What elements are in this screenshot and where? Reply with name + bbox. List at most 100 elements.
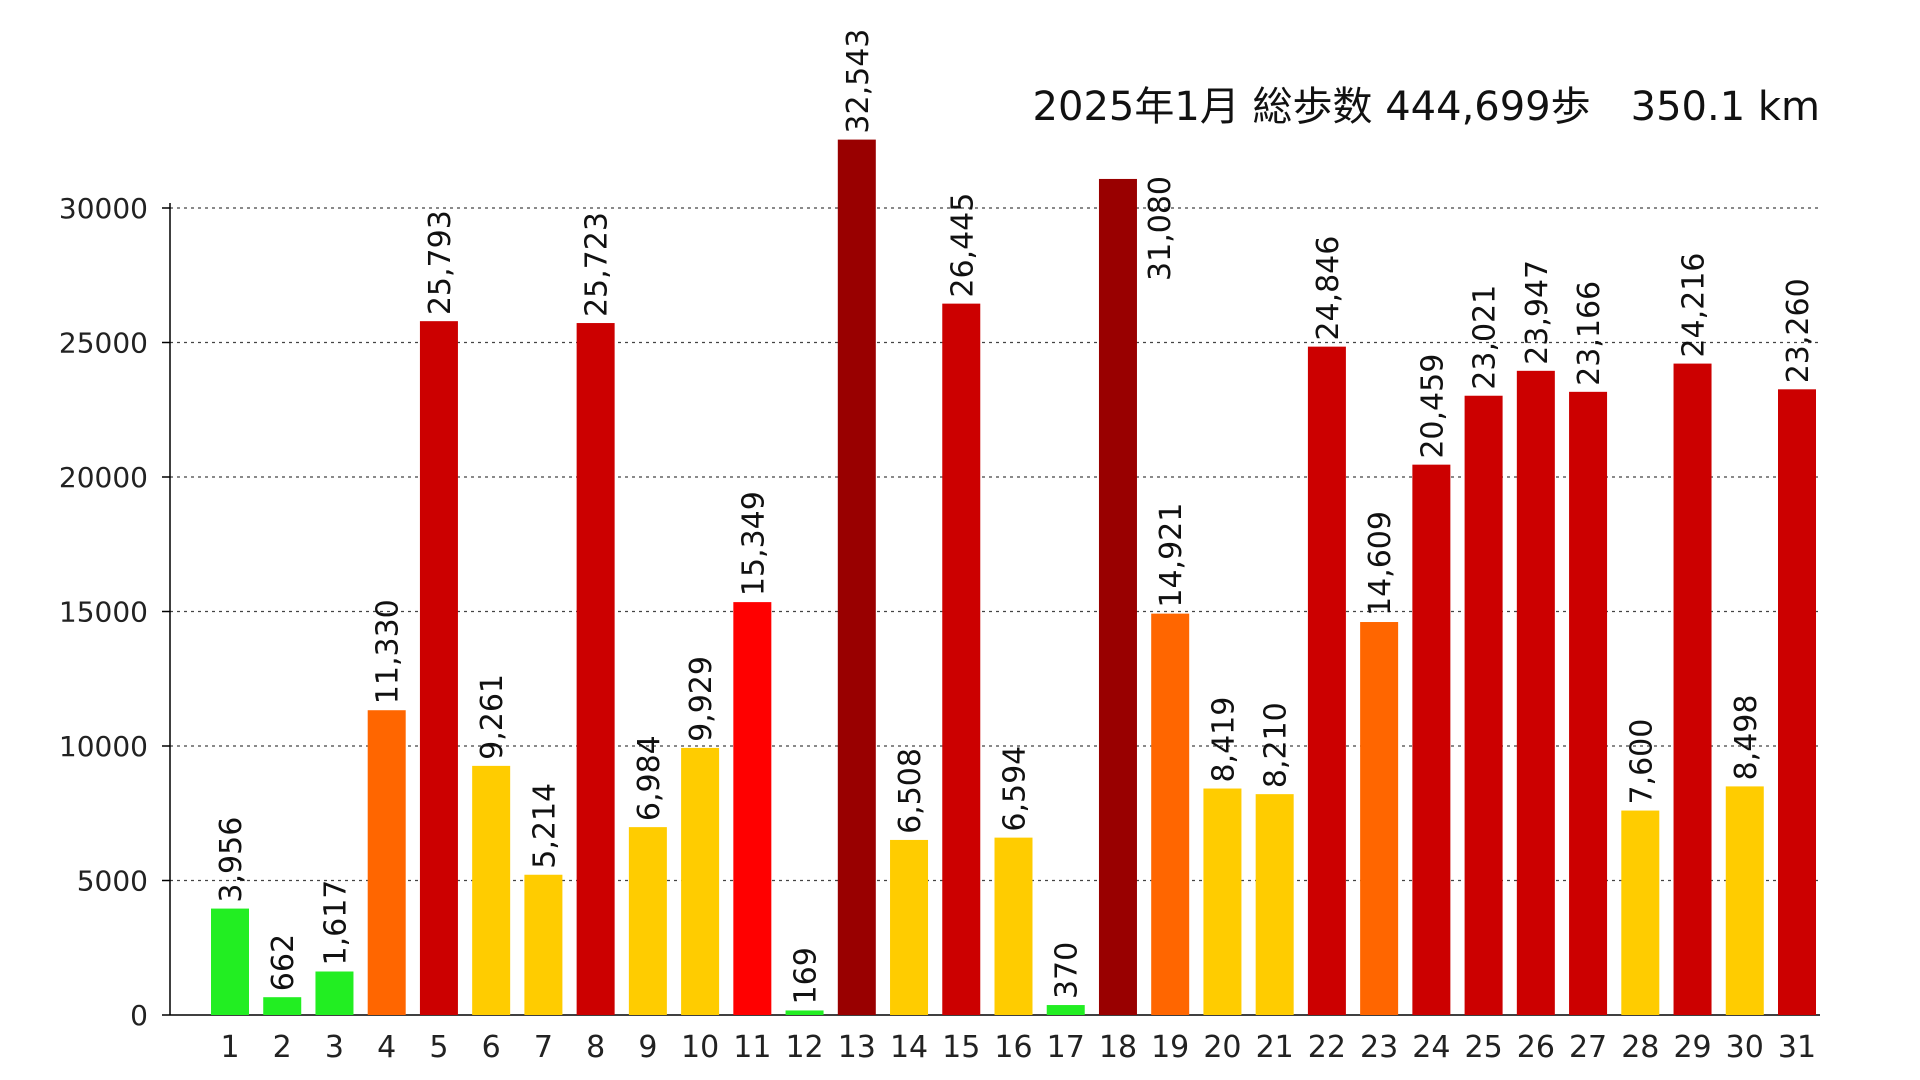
x-tick-label: 9	[638, 1030, 657, 1065]
x-tick-label: 24	[1412, 1030, 1450, 1065]
x-tick-label: 17	[1047, 1030, 1085, 1065]
x-tick-label: 19	[1151, 1030, 1189, 1065]
bar-day-8	[576, 323, 615, 1016]
data-label-day-14: 6,508	[893, 748, 928, 834]
data-label-day-9: 6,984	[632, 735, 667, 821]
y-tick-label: 10000	[59, 730, 148, 763]
bar-day-9	[628, 827, 667, 1015]
data-label-day-30: 8,498	[1729, 695, 1764, 781]
data-label-day-29: 24,216	[1677, 253, 1712, 358]
x-tick-label: 27	[1569, 1030, 1607, 1065]
x-tick-label: 25	[1465, 1030, 1503, 1065]
data-label-day-31: 23,260	[1781, 278, 1816, 383]
bar-day-7	[524, 874, 563, 1015]
bar-day-11	[733, 602, 772, 1015]
y-tick-label: 15000	[59, 596, 148, 629]
x-tick-label: 15	[942, 1030, 980, 1065]
x-tick-label: 21	[1256, 1030, 1294, 1065]
y-tick-label: 0	[130, 999, 148, 1032]
chart-title: 2025年1月 総歩数 444,699歩 350.1 km	[1033, 84, 1820, 130]
x-tick-label: 22	[1308, 1030, 1346, 1065]
x-tick-label: 5	[429, 1030, 448, 1065]
bar-day-13	[837, 139, 876, 1015]
x-tick-label: 29	[1673, 1030, 1711, 1065]
data-label-day-3: 1,617	[318, 880, 353, 966]
data-label-day-28: 7,600	[1624, 719, 1659, 805]
x-tick-label: 2	[273, 1030, 292, 1065]
data-labels: 3,956 662 1,617 11,330 25,793 9,261 5,214 25,72…	[214, 29, 1816, 1005]
bar-day-27	[1569, 391, 1608, 1015]
x-tick-label: 30	[1726, 1030, 1764, 1065]
data-label-day-5: 25,793	[423, 210, 458, 315]
y-tick-label: 30000	[59, 192, 148, 225]
data-label-day-23: 14,609	[1363, 511, 1398, 616]
y-tick-label: 5000	[77, 865, 148, 898]
bar-day-14	[890, 839, 929, 1015]
bar-day-5	[419, 321, 458, 1015]
y-tick-label: 25000	[59, 327, 148, 360]
x-tick-label: 6	[482, 1030, 501, 1065]
data-label-day-19: 14,921	[1154, 503, 1189, 608]
data-label-day-24: 20,459	[1415, 354, 1450, 459]
data-label-day-18: 31,080	[1143, 176, 1178, 281]
bar-day-19	[1151, 613, 1190, 1015]
data-label-day-15: 26,445	[945, 193, 980, 298]
data-label-day-1: 3,956	[214, 817, 249, 903]
bar-day-1	[211, 908, 249, 1015]
data-label-day-8: 25,723	[580, 212, 615, 317]
data-label-day-7: 5,214	[527, 783, 562, 869]
data-label-day-26: 23,947	[1520, 260, 1555, 365]
x-tick-label: 8	[586, 1030, 605, 1065]
axes: 0 5000 10000 15000 20000 25000 30000	[59, 192, 1820, 1032]
data-label-day-4: 11,330	[371, 599, 406, 704]
x-tick-label: 28	[1621, 1030, 1659, 1065]
bar-day-29	[1673, 363, 1712, 1015]
bar-day-22	[1307, 346, 1346, 1016]
data-label-day-25: 23,021	[1468, 285, 1503, 390]
x-tick-label: 16	[994, 1030, 1032, 1065]
data-label-day-13: 32,543	[841, 29, 876, 134]
x-tick-label: 13	[838, 1030, 876, 1065]
bar-day-30	[1725, 786, 1764, 1015]
x-tick-label: 18	[1099, 1030, 1137, 1065]
x-tick-label: 23	[1360, 1030, 1398, 1065]
x-tick-label: 26	[1517, 1030, 1555, 1065]
bar-day-21	[1255, 794, 1294, 1015]
data-label-day-6: 9,261	[475, 674, 510, 760]
bar-day-25	[1464, 395, 1503, 1015]
bar-day-4	[367, 710, 406, 1015]
x-tick-label: 14	[890, 1030, 928, 1065]
bar-day-28	[1621, 810, 1660, 1015]
x-tick-label: 31	[1778, 1030, 1816, 1065]
x-tick-label: 11	[733, 1030, 771, 1065]
bars	[211, 139, 1816, 1016]
data-label-day-17: 370	[1050, 942, 1085, 999]
x-tick-label: 1	[220, 1030, 239, 1065]
data-label-day-22: 24,846	[1311, 236, 1346, 341]
x-tick-label: 3	[325, 1030, 344, 1065]
data-label-day-27: 23,166	[1572, 281, 1607, 386]
bar-day-12	[785, 1010, 824, 1015]
bar-day-6	[472, 765, 511, 1015]
data-label-day-16: 6,594	[998, 746, 1033, 832]
bar-day-10	[681, 747, 720, 1015]
bar-day-15	[942, 303, 981, 1015]
x-tick-labels: 1 2 3 4 5 6 7 8 9 10 11 12 13 14 15 16 17 18 19 20 21 22 23 24 2…	[220, 1030, 1816, 1065]
bar-day-18	[1098, 178, 1137, 1015]
x-tick-label: 7	[534, 1030, 553, 1065]
bar-day-17	[1046, 1005, 1085, 1015]
y-tick-label: 20000	[59, 461, 148, 494]
data-label-day-12: 169	[789, 947, 824, 1004]
data-label-day-10: 9,929	[684, 656, 719, 742]
bar-day-24	[1412, 464, 1451, 1015]
x-tick-label: 10	[681, 1030, 719, 1065]
bar-day-16	[994, 837, 1033, 1015]
data-label-day-20: 8,419	[1206, 697, 1241, 783]
bar-day-3	[315, 971, 354, 1015]
data-label-day-21: 8,210	[1259, 702, 1294, 788]
bar-day-20	[1203, 788, 1242, 1015]
bar-day-31	[1778, 389, 1816, 1015]
data-label-day-2: 662	[266, 934, 301, 991]
bar-day-26	[1516, 370, 1555, 1016]
